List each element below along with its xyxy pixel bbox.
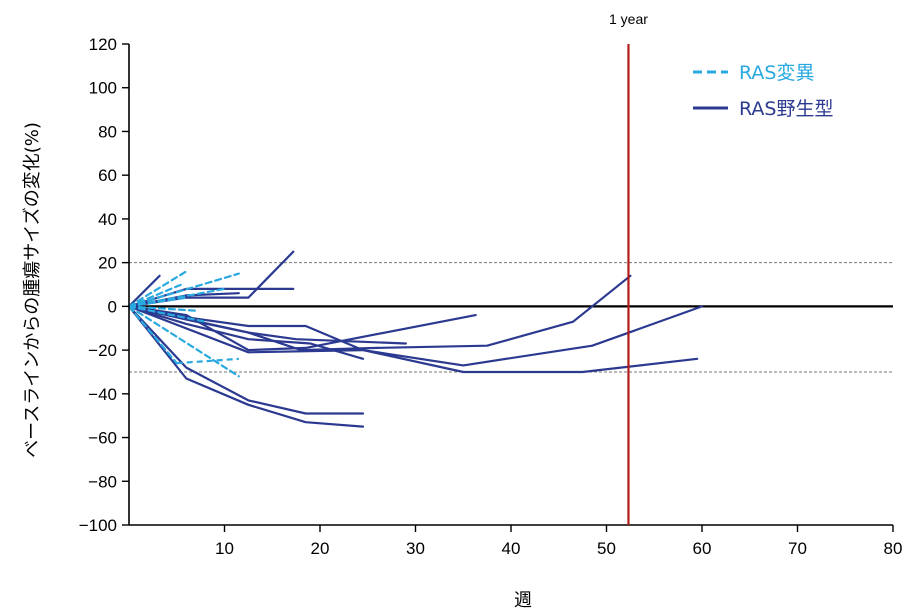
- x-axis-title: 週: [514, 590, 532, 611]
- one-year-label: 1 year: [609, 11, 648, 27]
- series-ras-wildtype-line-7: [127, 274, 632, 352]
- series-ras-mutant-line-13: [127, 283, 183, 308]
- series-ras-wildtype-line-11: [127, 305, 365, 415]
- y-tick-label: 40: [98, 210, 117, 229]
- y-tick-label: 80: [98, 122, 117, 141]
- y-tick-label: −100: [79, 516, 117, 535]
- y-tick-label: 60: [98, 166, 117, 185]
- y-tick-label: 100: [89, 79, 117, 98]
- legend-mutant-label: RAS変異: [739, 62, 815, 84]
- y-tick-label: −80: [88, 472, 117, 491]
- series-ras-wildtype-line-4: [127, 305, 477, 352]
- x-tick-label: 20: [311, 539, 330, 558]
- series-ras-mutant-line-20: [127, 305, 240, 378]
- x-tick-label: 80: [884, 539, 903, 558]
- series-ras-wildtype-line-10: [127, 305, 365, 428]
- x-tick-labels: 10 20 30 40 50 60 70 80: [215, 525, 902, 558]
- x-tick-label: 70: [788, 539, 807, 558]
- series-ras-mutant-line-12: [127, 270, 188, 308]
- y-tick-label: 120: [89, 35, 117, 54]
- y-tick-label: 0: [108, 297, 117, 316]
- x-tick-label: 10: [215, 539, 234, 558]
- y-tick-label: −60: [88, 429, 117, 448]
- series-ras-mutant-line-16: [127, 272, 240, 308]
- y-tick-label: −40: [88, 385, 117, 404]
- series-ras-wildtype-line-9: [127, 305, 699, 374]
- series-ras-mutant-line-15: [127, 305, 197, 312]
- x-tick-label: 30: [406, 539, 425, 558]
- series-ras-wildtype-line-0: [127, 274, 161, 308]
- series-ras-mutant-extension-19: [176, 357, 239, 365]
- x-tick-label: 50: [597, 539, 616, 558]
- y-tick-labels: 120 100 80 60 40 20 0 −20 −40 −60 −80 −100: [79, 35, 129, 535]
- legend-wildtype-label: RAS野生型: [739, 98, 834, 120]
- series-lines: [127, 250, 704, 428]
- series-ras-mutant-line-17: [127, 287, 226, 308]
- x-tick-label: 40: [502, 539, 521, 558]
- reference-lines: [129, 262, 893, 373]
- y-axis-title: ベースラインからの腫瘍サイズの変化(%): [22, 122, 43, 458]
- series-ras-mutant-line-18: [127, 305, 207, 323]
- legend: RAS変異 RAS野生型: [693, 62, 834, 120]
- series-ras-mutant-line-19: [127, 305, 178, 365]
- y-tick-label: 20: [98, 254, 117, 273]
- y-tick-label: −20: [88, 341, 117, 360]
- x-tick-label: 60: [693, 539, 712, 558]
- series-ras-wildtype-line-8: [127, 305, 704, 367]
